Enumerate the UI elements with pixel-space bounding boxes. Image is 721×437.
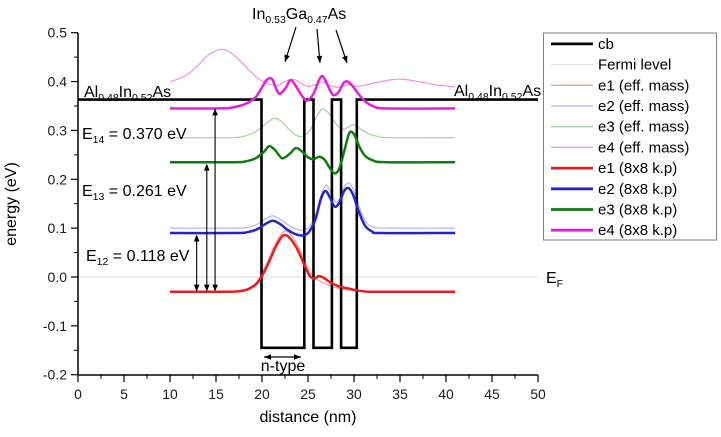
well-material-label: In0.53Ga0.47As <box>252 6 346 26</box>
series-e1_kp <box>170 233 456 293</box>
x-tick-label: 20 <box>254 386 270 402</box>
y-tick-label: 0.3 <box>48 122 68 138</box>
legend-box <box>543 32 717 241</box>
x-tick-label: 50 <box>530 386 546 402</box>
n-type-head-left <box>264 354 271 360</box>
fermi-level-label: EF <box>546 270 563 290</box>
legend-item-e4_kp: e4 (8x8 k.p) <box>551 222 677 239</box>
x-tick-label: 30 <box>346 386 362 402</box>
x-axis-title: distance (nm) <box>260 409 357 426</box>
legend-item-e1_kp: e1 (8x8 k.p) <box>551 160 677 177</box>
transition-head-bottom <box>212 284 218 292</box>
legend-label-e2_kp: e2 (8x8 k.p) <box>598 181 677 198</box>
transition-head-top <box>212 108 218 116</box>
legend-item-e1_eff: e1 (eff. mass) <box>551 77 689 94</box>
transition-head-top <box>193 234 200 242</box>
legend-label-e4_kp: e4 (8x8 k.p) <box>598 222 677 239</box>
legend: cb Fermi level e1 (eff. mass) e2 (eff. mass… <box>543 32 717 241</box>
legend-label-e3_eff: e3 (eff. mass) <box>598 119 689 136</box>
legend-label-e2_eff: e2 (eff. mass) <box>598 98 689 115</box>
y-tick-label: 0.1 <box>48 220 68 236</box>
x-tick-label: 5 <box>120 386 128 402</box>
transition-arrow-E13 <box>204 163 210 292</box>
series-e2_kp <box>169 186 456 237</box>
transition-arrow-E14 <box>212 108 218 292</box>
axes-layer: 0 5 10 15 20 25 30 35 40 45 50 0.5 0.4 0.3 0.2 0.1 0.0 -0… <box>43 25 546 402</box>
series-layer <box>78 48 538 350</box>
transition-head-bottom <box>193 284 200 292</box>
legend-item-cb: cb <box>551 36 614 53</box>
legend-label-e1_eff: e1 (eff. mass) <box>598 77 689 94</box>
y-tick-label: 0.0 <box>48 269 68 285</box>
x-tick-label: 25 <box>300 386 316 402</box>
legend-label-e4_eff: e4 (eff. mass) <box>598 139 689 156</box>
well-pointer-arrow <box>284 26 297 63</box>
y-tick-label: -0.1 <box>43 318 67 334</box>
x-tick-label: 45 <box>484 386 500 402</box>
series-cb <box>78 98 538 350</box>
legend-item-e4_eff: e4 (eff. mass) <box>551 139 689 156</box>
legend-label-e1_kp: e1 (8x8 k.p) <box>598 160 677 177</box>
well-pointer-arrow <box>335 29 348 64</box>
well-pointer-head <box>284 54 290 62</box>
legend-item-e3_kp: e3 (8x8 k.p) <box>551 202 677 219</box>
legend-label-fermi: Fermi level <box>598 57 671 74</box>
series-e3_kp <box>169 130 456 175</box>
legend-label-cb: cb <box>598 36 614 53</box>
legend-label-e3_kp: e3 (8x8 k.p) <box>598 202 677 219</box>
e14-transition-label: E14 = 0.370 eV <box>82 126 187 146</box>
x-tick-label: 40 <box>438 386 454 402</box>
legend-item-e2_kp: e2 (8x8 k.p) <box>551 181 677 198</box>
legend-item-e2_eff: e2 (eff. mass) <box>551 98 689 115</box>
transition-arrow-E12 <box>193 234 200 292</box>
well-pointer-arrow <box>316 28 323 64</box>
y-tick-label: 0.2 <box>48 171 68 187</box>
well-pointer-head <box>342 55 348 63</box>
series-e4_eff <box>169 48 456 89</box>
e12-transition-label: E12 = 0.118 eV <box>86 248 190 268</box>
x-tick-label: 15 <box>208 386 224 402</box>
annotations-layer: In0.53Ga0.47As Al0.48In0.52As Al0.48In0.52… <box>82 6 563 375</box>
barrier-material-label-right: Al0.48In0.52As <box>454 83 541 103</box>
x-tick-label: 10 <box>162 386 178 402</box>
n-type-label: n-type <box>261 358 306 375</box>
n-type-head-right <box>294 354 301 360</box>
x-tick-label: 35 <box>392 386 408 402</box>
series-e4_kp <box>169 74 456 110</box>
barrier-material-label-left: Al0.48In0.52As <box>84 84 171 104</box>
legend-item-e3_eff: e3 (eff. mass) <box>551 119 689 136</box>
y-tick-label: 0.5 <box>48 25 68 41</box>
well-pointer-head <box>316 55 323 63</box>
transition-head-top <box>204 163 210 171</box>
x-tick-label: 0 <box>74 386 82 402</box>
n-type-annotation: n-type <box>261 354 306 375</box>
transition-head-bottom <box>204 284 210 292</box>
legend-item-fermi: Fermi level <box>551 57 671 74</box>
y-axis-title: energy (eV) <box>3 162 20 246</box>
y-tick-label: -0.2 <box>43 367 67 383</box>
e13-transition-label: E13 = 0.261 eV <box>82 183 187 203</box>
y-tick-label: 0.4 <box>48 74 68 90</box>
series-e2_eff <box>169 182 456 231</box>
